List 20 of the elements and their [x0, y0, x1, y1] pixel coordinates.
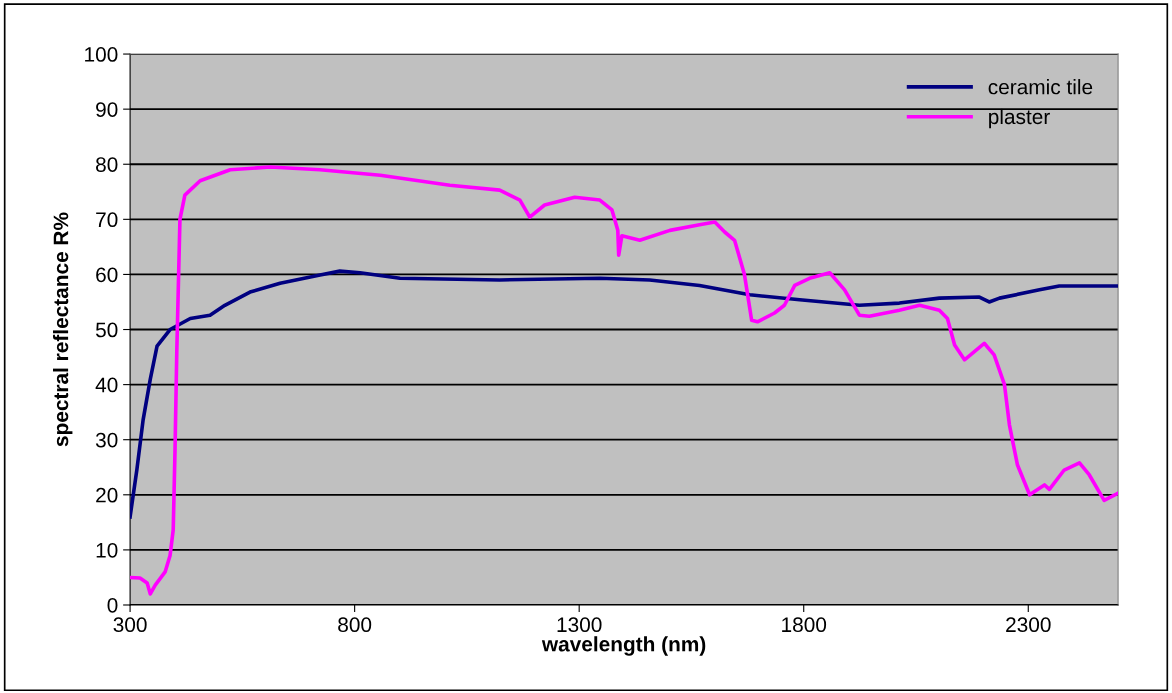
- x-tick-label: 1800: [782, 617, 827, 633]
- y-tick-label: 90: [96, 102, 118, 117]
- y-tick-label: 80: [96, 157, 118, 172]
- y-tick-label: 10: [96, 542, 118, 558]
- y-tick-label: 0: [107, 597, 118, 613]
- legend-label: plaster: [989, 108, 1050, 129]
- legend-label: ceramic tile: [988, 79, 1093, 95]
- y-tick-label: 70: [96, 212, 118, 228]
- y-tick-label: 30: [95, 432, 118, 448]
- y-tick-label: 60: [96, 267, 118, 283]
- y-tick-label: 50: [95, 322, 118, 338]
- x-axis-title: wavelength (nm): [541, 636, 706, 656]
- y-tick-label: 20: [96, 487, 118, 503]
- y-axis-title: spectral reflectance R%: [53, 212, 73, 447]
- y-tick-label: 100: [85, 47, 118, 62]
- x-tick-label: 300: [113, 617, 147, 633]
- x-tick-label: 800: [338, 617, 372, 633]
- x-tick-label: 2300: [1006, 617, 1051, 633]
- x-tick-label: 1300: [557, 617, 602, 633]
- y-tick-label: 40: [95, 377, 118, 393]
